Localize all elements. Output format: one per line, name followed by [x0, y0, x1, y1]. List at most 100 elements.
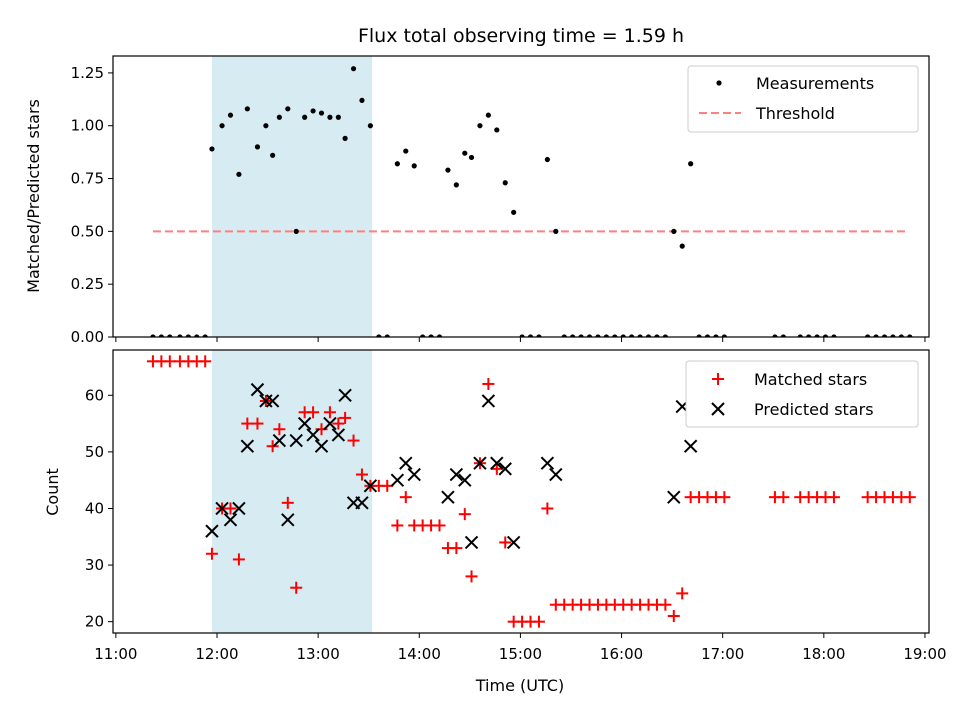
measurement-point	[544, 156, 550, 163]
matched-star-point	[339, 411, 352, 424]
predicted-star-point	[399, 456, 413, 470]
measurement-point	[453, 182, 459, 188]
y-tick-label: 40	[85, 499, 104, 517]
x-tick-label: 19:00	[903, 645, 946, 663]
measurement-point	[907, 334, 913, 337]
predicted-star-point	[540, 456, 555, 470]
matched-star-point	[541, 502, 554, 515]
measurement-point	[276, 114, 282, 120]
measurement-point	[814, 334, 820, 337]
measurement-point	[511, 209, 517, 215]
measurement-point	[780, 334, 786, 337]
bottom-panel: 20 30 40 50 60 11:00 12:00 13:00 14:00 15:00 16:0…	[43, 349, 947, 695]
matched-star-point	[777, 491, 790, 504]
measurement-point	[167, 334, 173, 337]
measurement-point	[420, 334, 426, 337]
predicted-star-point	[490, 456, 504, 470]
measurement-point	[822, 334, 829, 337]
measurement-point	[654, 334, 660, 337]
predicted-star-point	[232, 501, 246, 516]
y-tick-label: 0.25	[71, 275, 104, 293]
x-tick-label: 16:00	[600, 645, 643, 663]
y-tick-label: 60	[85, 386, 104, 404]
matched-star-point	[659, 598, 672, 611]
measurement-point	[263, 123, 269, 129]
matched-star-point	[266, 440, 279, 453]
y-tick-label: 50	[85, 443, 104, 461]
predicted-star-point	[498, 462, 512, 476]
measurement-point	[293, 228, 299, 234]
predicted-star-point	[215, 501, 229, 516]
x-tick-label: 11:00	[94, 645, 137, 663]
legend-matched-label: Matched stars	[754, 370, 867, 389]
predicted-star-point	[338, 388, 352, 402]
measurement-point	[342, 135, 348, 141]
top-axes-frame	[112, 55, 930, 338]
measurement-point	[865, 334, 871, 337]
matched-star-point	[163, 355, 176, 368]
measurement-point	[403, 148, 409, 154]
measurement-point	[612, 334, 618, 337]
top-legend-box	[687, 65, 919, 133]
measurement-point	[150, 334, 156, 337]
measurement-point	[158, 334, 164, 337]
measurement-point	[873, 334, 879, 337]
measurement-point	[494, 127, 500, 133]
top-panel: 0.00 0.25 0.50 0.75 1.00 1.25 Matched/Predict…	[24, 55, 930, 346]
y-tick-label: 0.00	[71, 328, 104, 346]
measurement-point	[209, 146, 215, 152]
x-tick-label: 15:00	[499, 645, 542, 663]
top-y-ticks: 0.00 0.25 0.50 0.75 1.00 1.25	[71, 64, 113, 346]
matched-star-point	[205, 547, 218, 560]
measurement-point	[185, 334, 191, 337]
measurement-point	[411, 163, 417, 169]
predicted-star-point	[363, 479, 378, 493]
x-tick-label: 17:00	[701, 645, 744, 663]
predicted-star-point	[390, 473, 405, 487]
predicted-star-point	[667, 490, 681, 504]
matched-star-point	[199, 355, 212, 368]
predicted-star-point	[458, 473, 472, 487]
matched-star-point	[241, 417, 254, 430]
legend-measurements-label: Measurements	[756, 74, 874, 93]
bottom-y-axis-label: Count	[43, 468, 62, 516]
predicted-star-point	[441, 490, 455, 504]
measurement-point	[485, 112, 491, 118]
matched-star-point	[332, 417, 345, 430]
measurement-point	[620, 334, 626, 337]
measurement-point	[671, 228, 677, 234]
measurement-point	[428, 334, 434, 337]
predicted-star-point	[314, 439, 329, 453]
matched-star-point	[391, 519, 404, 532]
x-tick-label: 12:00	[195, 645, 238, 663]
matched-star-point	[399, 491, 412, 504]
measurement-point	[704, 334, 711, 337]
bottom-legend: Matched stars Predicted stars	[685, 360, 919, 428]
y-tick-label: 30	[85, 556, 104, 574]
predicted-star-point	[549, 467, 563, 482]
measurement-point	[527, 334, 534, 337]
y-tick-label: 0.50	[71, 222, 104, 240]
measurement-point	[227, 112, 234, 118]
measurement-point	[806, 334, 812, 337]
predicted-star-point	[289, 433, 303, 448]
measurement-point	[327, 114, 333, 120]
matched-star-point	[718, 491, 731, 504]
matched-star-point	[251, 417, 264, 430]
measurement-point	[244, 106, 250, 112]
bottom-y-ticks: 20 30 40 50 60	[85, 386, 113, 631]
x-tick-label: 18:00	[802, 645, 845, 663]
matched-star-point	[482, 377, 495, 390]
predicted-star-point	[323, 416, 337, 431]
measurement-point	[578, 334, 584, 337]
matched-star-point	[290, 581, 303, 594]
predicted-star-point	[250, 382, 265, 397]
bottom-shaded-interval	[211, 350, 373, 633]
measurement-point	[254, 144, 261, 150]
matched-star-point	[232, 553, 245, 566]
predicted-star-point	[355, 496, 369, 510]
measurement-point	[586, 334, 593, 337]
measurement-point	[797, 334, 803, 337]
measurement-point	[890, 334, 896, 337]
measurement-point	[219, 123, 225, 129]
